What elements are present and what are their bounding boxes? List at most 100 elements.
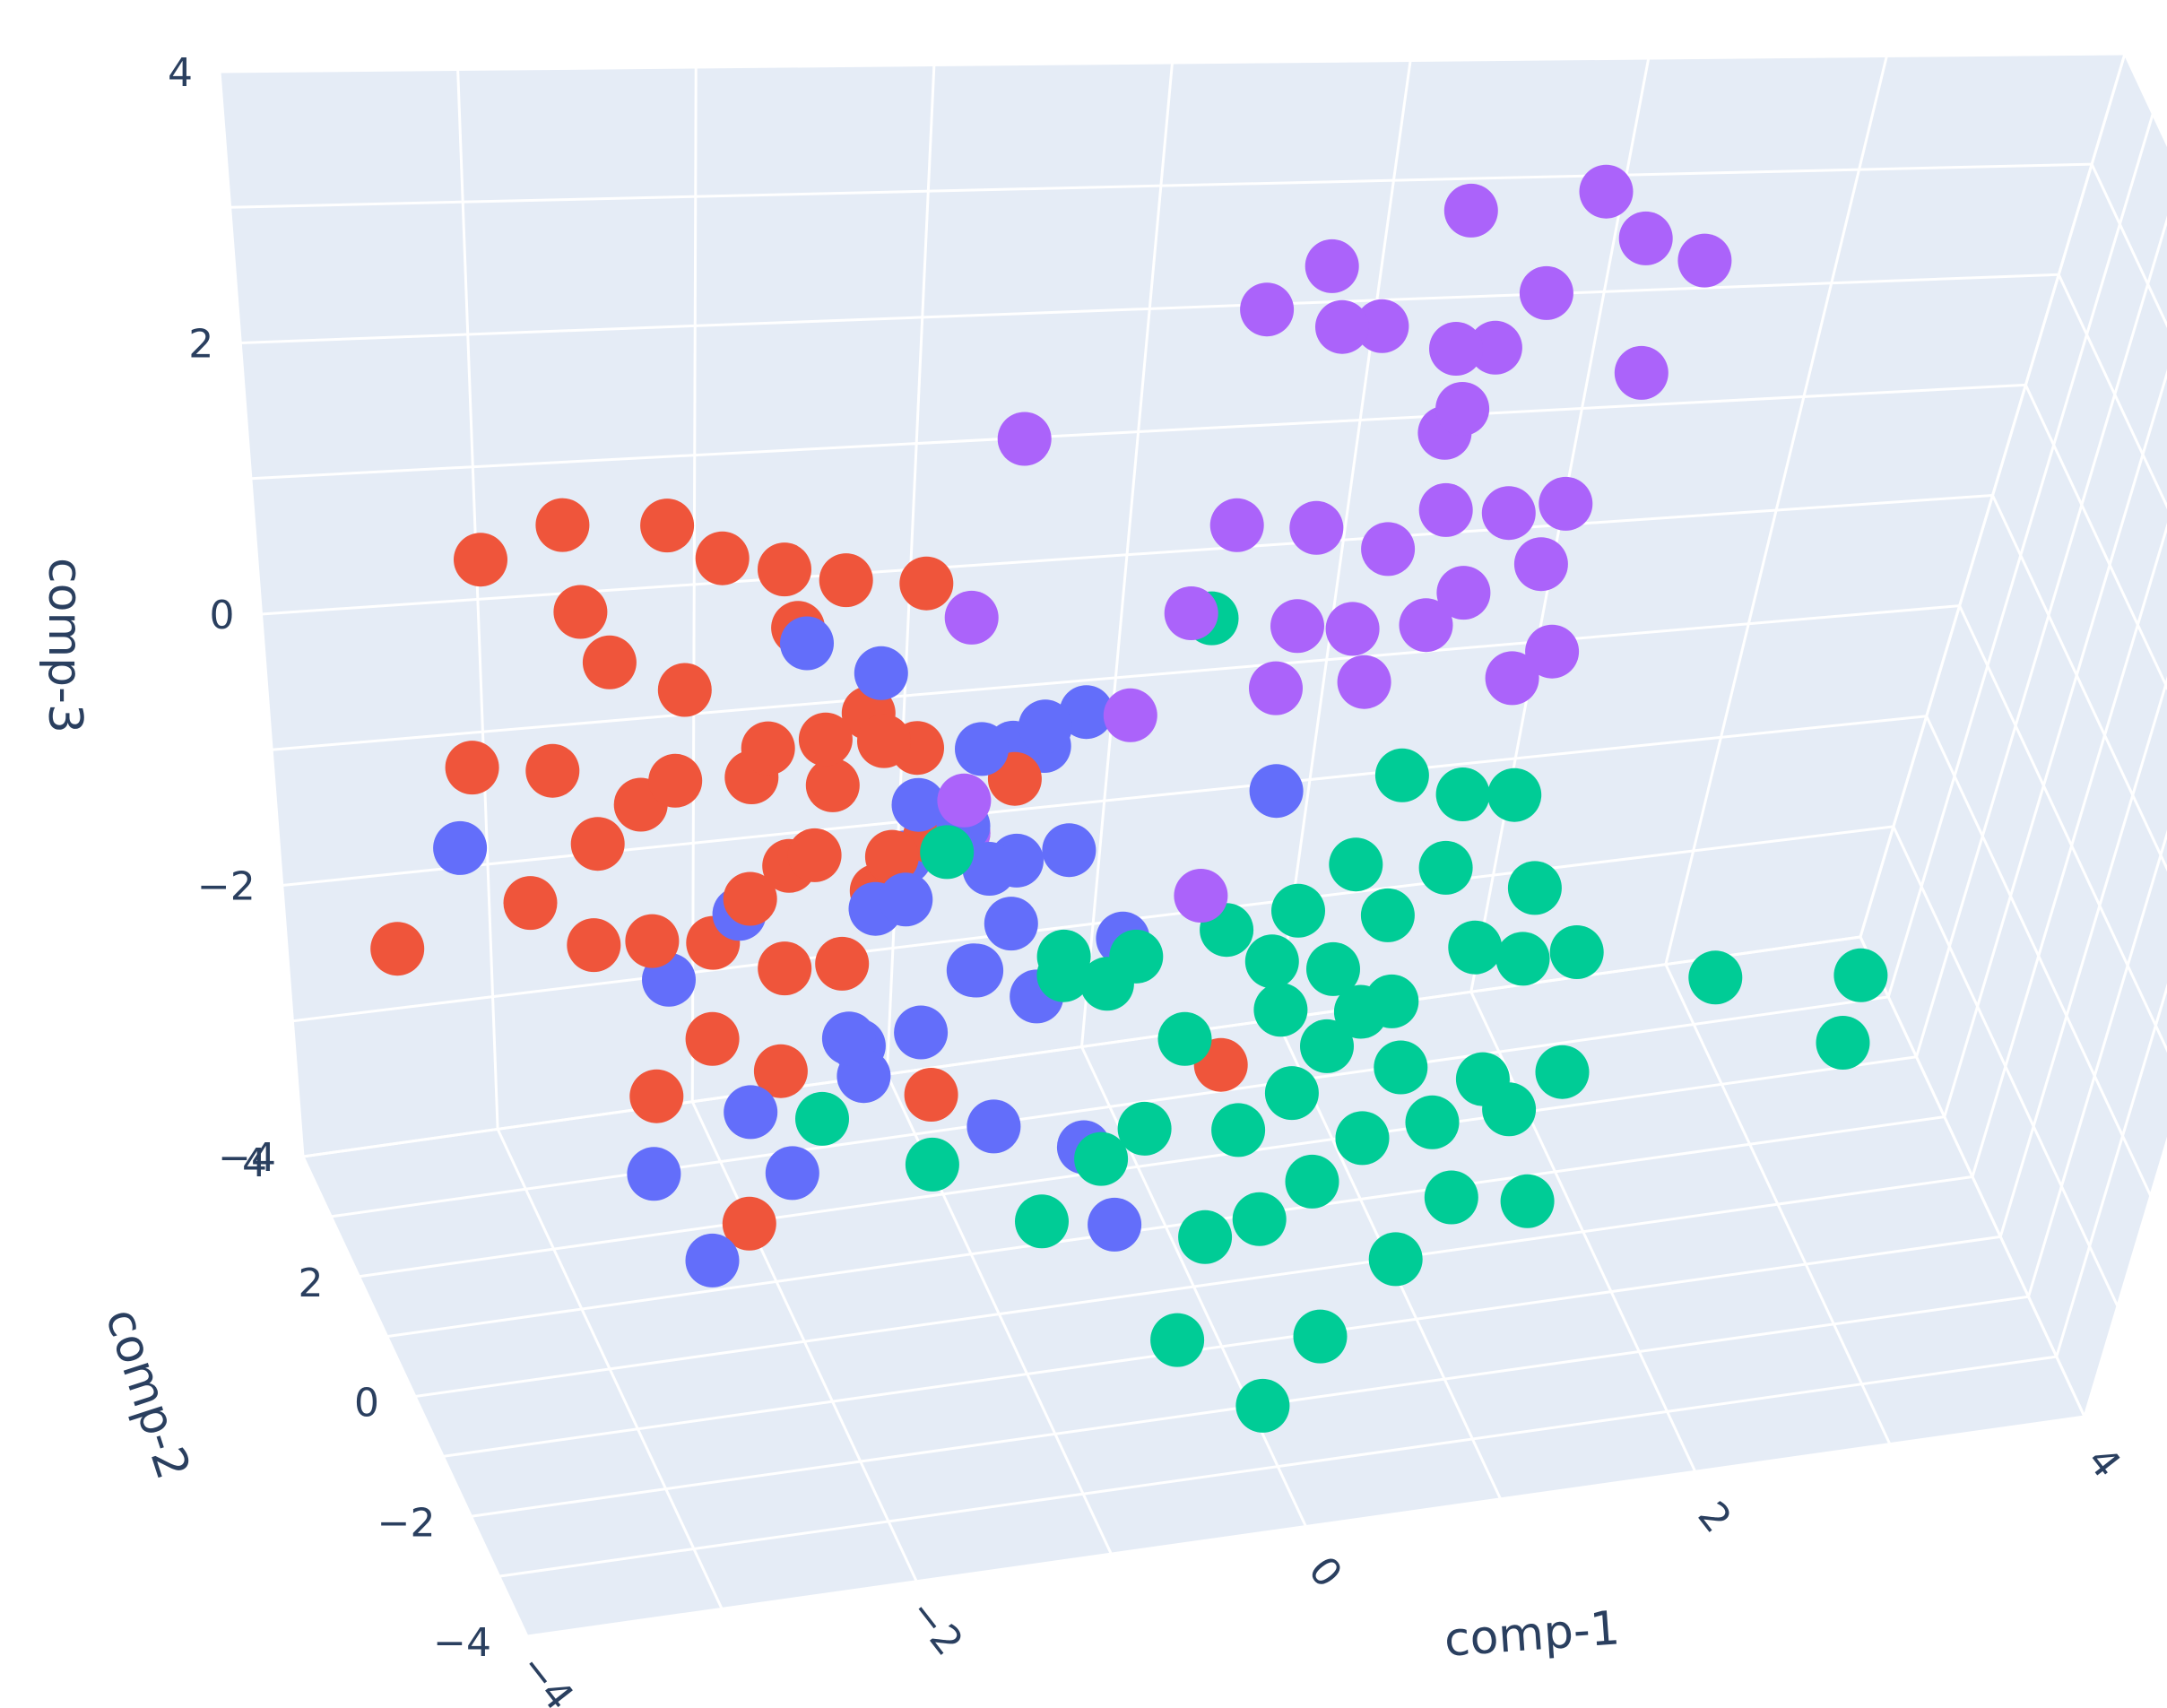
data-point-series1-8 [657,663,712,717]
data-point-series1-3 [695,531,750,585]
data-point-series1-12 [648,753,703,808]
data-point-series2-8 [1487,767,1542,822]
side-gridline-y [1859,53,2127,938]
floor-gridline-y [331,995,1889,1218]
data-point-series1-31 [722,1196,776,1251]
data-point-series2-7 [1435,767,1490,821]
x-tick-label: 0 [1299,1548,1350,1596]
data-point-series2-6 [1374,748,1429,802]
back-gridline-z [250,383,2026,481]
data-point-series0-0 [780,616,834,671]
side-gridline-z [2024,384,2167,691]
side-gridline-z [2123,53,2167,148]
data-point-series3-21 [944,590,999,645]
data-point-series2-38 [1816,1016,1870,1070]
data-point-series0-15 [1018,699,1072,754]
data-point-series3-18 [1418,482,1473,537]
data-point-series0-2 [955,722,1009,776]
x-axis-title: comp-1 [1443,1601,1622,1668]
data-point-series3-1 [1579,164,1634,219]
side-gridline-y [2083,1136,2167,1418]
data-point-series1-23 [625,914,680,968]
data-point-series2-15 [1495,932,1550,986]
data-point-series0-20 [627,1147,681,1201]
data-points [370,164,1888,1433]
data-point-series1-17 [864,829,919,884]
z-tick-label: −2 [197,864,256,910]
data-point-series2-5 [1271,883,1325,938]
data-point-series0-21 [765,1146,819,1201]
data-point-series3-32 [1525,624,1580,679]
data-point-series0-10 [894,1005,949,1060]
data-point-series2-28 [1455,1052,1510,1106]
data-point-series1-26 [815,936,870,991]
y-tick-label: 4 [242,1140,267,1186]
side-gridline-z [2057,273,2167,510]
back-gridline-z [219,52,2126,74]
data-point-series1-19 [525,743,580,798]
data-point-series3-3 [1240,282,1295,337]
data-point-series2-35 [1500,1174,1555,1228]
y-axis-title: comp-2 [94,1302,200,1486]
data-point-series3-24 [1325,602,1380,656]
data-point-series2-26 [1335,1111,1390,1166]
data-point-series1-21 [503,876,558,931]
data-point-series1-25 [758,941,812,996]
data-point-series2-4 [1109,929,1164,984]
data-point-series3-2 [1618,211,1673,265]
data-point-series0-13 [1042,823,1097,878]
data-point-series3-10 [1468,320,1522,375]
data-point-series0-29 [1088,1197,1142,1252]
data-point-series1-7 [582,635,637,689]
data-point-series2-36 [1688,950,1743,1005]
data-point-series0-12 [984,897,1038,951]
data-point-series2-31 [1424,1170,1478,1225]
back-gridline-z [230,162,2093,209]
data-point-series0-18 [724,1085,778,1140]
x-tick-label: 4 [2078,1438,2129,1486]
data-point-series2-49 [1235,1378,1290,1433]
data-point-series2-17 [1074,1131,1129,1186]
data-point-series1-4 [758,542,811,597]
z-tick-label: 2 [188,322,213,368]
data-point-series2-41 [1253,983,1308,1037]
data-point-series2-13 [1244,934,1299,989]
z-tick-label: −4 [218,1135,276,1181]
data-point-series0-7 [962,842,1017,896]
data-point-series1-27 [685,1011,740,1066]
data-point-series3-8 [1355,299,1409,353]
floor-gridline-x [1664,963,1892,1445]
data-point-series0-22 [966,1099,1021,1154]
data-point-series1-32 [904,1068,958,1122]
data-point-series1-20 [445,741,499,795]
side-gridline-y [1971,522,2167,1177]
y-tick-label: 0 [354,1381,379,1426]
y-tick-label: −4 [433,1620,491,1666]
data-point-series3-26 [1436,566,1491,620]
data-point-series2-25 [1285,1154,1339,1209]
data-point-series3-27 [1513,537,1568,592]
data-point-series2-30 [1535,1045,1590,1099]
back-gridline-x [1664,56,1888,965]
floor-gridline-y [386,1115,1945,1339]
data-point-series1-22 [567,918,621,973]
data-point-series2-18 [1117,1101,1172,1156]
data-point-series1-10 [798,712,853,767]
data-point-series2-10 [1360,888,1415,942]
data-point-series1-30 [629,1069,684,1123]
data-point-series3-30 [1337,655,1391,709]
data-point-series2-19 [1211,1103,1266,1157]
data-point-series3-11 [1435,382,1490,436]
back-gridline-x [1275,60,1412,1020]
side-gridline-y [1943,368,2167,1118]
pane-walls [220,54,2167,1636]
floor-gridline-y [359,1055,1917,1279]
data-point-series1-28 [753,1044,808,1098]
data-point-series2-47 [1507,861,1562,915]
data-point-series3-35 [1174,869,1228,923]
data-point-series2-16 [1549,925,1604,979]
back-gridline-z [240,273,2059,344]
data-point-series3-25 [1399,598,1453,653]
data-point-series2-33 [1150,1313,1205,1367]
